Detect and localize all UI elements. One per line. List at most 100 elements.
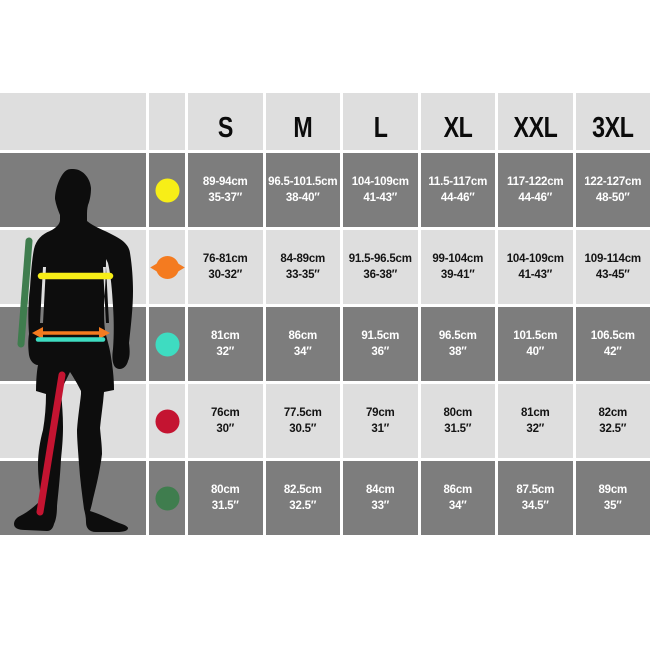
male-silhouette [14, 169, 133, 532]
waist-arrowhead-right [99, 327, 110, 339]
column-header-m: M [265, 93, 340, 150]
value-inches: 44-46″ [518, 192, 553, 204]
value-cm: 82cm [598, 407, 628, 419]
column-header-xxl: XXL [498, 93, 573, 150]
value-cm: 87.5cm [516, 484, 555, 496]
value-cm: 82.5cm [283, 484, 322, 496]
red-circle-icon [154, 408, 180, 434]
table-cell: 81cm 32″ [498, 384, 573, 458]
value-inches: 34″ [448, 500, 467, 512]
teal-circle-icon [154, 331, 180, 357]
size-chart-table: S M L XL XXL 3XL 89-94cm 35-37″ 96.5-101.… [0, 93, 650, 535]
table-cell: 109-114cm 43-45″ [575, 230, 650, 304]
table-cell: 89cm 35″ [575, 461, 650, 535]
table-cell: 91.5cm 36″ [343, 307, 418, 381]
value-cm: 99-104cm [432, 253, 484, 265]
table-cell: 104-109cm 41-43″ [343, 153, 418, 227]
yellow-circle-icon [154, 177, 180, 203]
value-cm: 117-122cm [507, 176, 564, 188]
value-inches: 36″ [371, 346, 390, 358]
value-cm: 91.5cm [361, 330, 400, 342]
chest-marker-cell [149, 153, 185, 227]
sleeve-marker-cell [149, 461, 185, 535]
green-circle-icon [154, 485, 180, 511]
table-cell: 91.5-96.5cm 36-38″ [343, 230, 418, 304]
table-cell: 106.5cm 42″ [575, 307, 650, 381]
sleeve-measure-line [17, 237, 33, 348]
table-cell: 96.5cm 38″ [420, 307, 495, 381]
value-cm: 101.5cm [513, 330, 558, 342]
value-cm: 86cm [443, 484, 473, 496]
table-cell: 80cm 31.5″ [188, 461, 263, 535]
seat-marker-cell [149, 307, 185, 381]
value-inches: 41-43″ [363, 192, 398, 204]
size-label: XL [443, 112, 473, 144]
value-cm: 11.5-117cm [428, 176, 488, 188]
table-cell: 81cm 32″ [188, 307, 263, 381]
value-inches: 32.5″ [599, 423, 627, 435]
value-inches: 32.5″ [289, 500, 317, 512]
orange-arrow-circle-icon [149, 255, 185, 279]
value-inches: 41-43″ [518, 269, 553, 281]
value-cm: 84cm [365, 484, 395, 496]
value-cm: 81cm [210, 330, 240, 342]
table-cell: 89-94cm 35-37″ [188, 153, 263, 227]
value-inches: 33-35″ [285, 269, 320, 281]
table-cell: 79cm 31″ [343, 384, 418, 458]
value-inches: 30.5″ [289, 423, 317, 435]
value-inches: 48-50″ [595, 192, 630, 204]
waist-arrowhead-left [32, 327, 43, 339]
value-inches: 31.5″ [211, 500, 239, 512]
value-cm: 96.5-101.5cm [268, 176, 338, 188]
value-cm: 104-109cm [506, 253, 564, 265]
size-label: 3XL [592, 112, 634, 144]
inside-leg-marker-cell [149, 384, 185, 458]
column-header-s: S [188, 93, 263, 150]
value-inches: 34.5″ [521, 500, 549, 512]
value-inches: 35-37″ [208, 192, 243, 204]
value-inches: 39-41″ [440, 269, 475, 281]
value-inches: 32″ [526, 423, 545, 435]
size-label: L [373, 112, 388, 144]
value-cm: 106.5cm [590, 330, 635, 342]
value-cm: 84-89cm [280, 253, 326, 265]
value-cm: 77.5cm [283, 407, 322, 419]
table-cell: 122-127cm 48-50″ [575, 153, 650, 227]
table-cell: 86cm 34″ [265, 307, 340, 381]
value-inches: 31.5″ [444, 423, 472, 435]
column-header-3xl: 3XL [575, 93, 650, 150]
size-label: S [217, 112, 233, 144]
value-cm: 76cm [210, 407, 240, 419]
table-cell: 80cm 31.5″ [420, 384, 495, 458]
waist-marker-cell [149, 230, 185, 304]
value-cm: 79cm [365, 407, 395, 419]
table-cell: 96.5-101.5cm 38-40″ [265, 153, 340, 227]
marker-column-header [149, 93, 185, 150]
table-cell: 87.5cm 34.5″ [498, 461, 573, 535]
table-cell: 77.5cm 30.5″ [265, 384, 340, 458]
table-cell: 84cm 33″ [343, 461, 418, 535]
value-cm: 81cm [520, 407, 550, 419]
value-inches: 43-45″ [595, 269, 630, 281]
value-inches: 38″ [448, 346, 467, 358]
value-inches: 40″ [526, 346, 545, 358]
table-cell: 86cm 34″ [420, 461, 495, 535]
value-inches: 34″ [293, 346, 312, 358]
inside-leg-measure-line [36, 371, 66, 516]
value-cm: 122-127cm [584, 176, 642, 188]
value-cm: 86cm [288, 330, 318, 342]
value-inches: 33″ [371, 500, 390, 512]
size-label: XXL [513, 112, 558, 144]
table-cell: 117-122cm 44-46″ [498, 153, 573, 227]
table-cell: 11.5-117cm 44-46″ [420, 153, 495, 227]
value-cm: 80cm [210, 484, 240, 496]
table-cell: 101.5cm 40″ [498, 307, 573, 381]
value-inches: 36-38″ [363, 269, 398, 281]
value-inches: 42″ [603, 346, 622, 358]
value-inches: 35″ [603, 500, 622, 512]
value-cm: 76-81cm [202, 253, 248, 265]
value-cm: 91.5-96.5cm [348, 253, 412, 265]
value-inches: 30″ [216, 423, 235, 435]
table-cell: 82cm 32.5″ [575, 384, 650, 458]
